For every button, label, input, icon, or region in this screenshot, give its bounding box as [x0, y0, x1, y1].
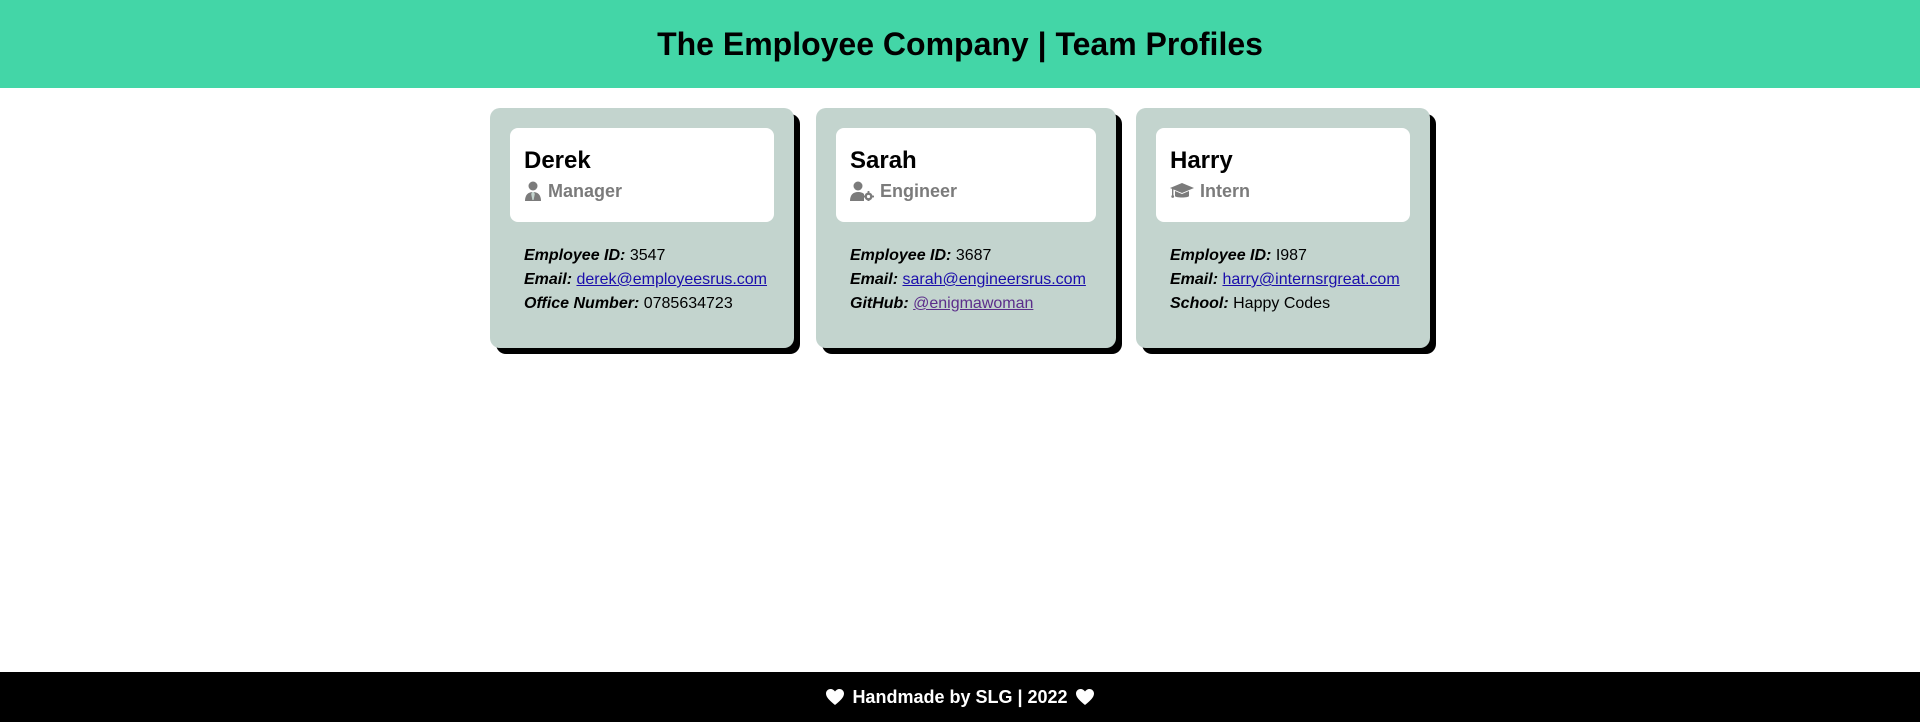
heart-icon — [826, 688, 845, 706]
role-label: Engineer — [880, 181, 958, 201]
page-header: The Employee Company | Team Profiles — [0, 0, 1920, 88]
team-cards: Derek Manager Employee ID: 3547 — [0, 108, 1920, 348]
school-value: Happy Codes — [1233, 295, 1331, 312]
employee-name: Harry — [1170, 147, 1233, 174]
user-tie-icon — [524, 181, 542, 201]
employee-role: Manager — [524, 178, 760, 204]
github-row: GitHub: @enigmawoman — [850, 292, 1106, 316]
role-label: Manager — [548, 181, 623, 201]
employee-role: Engineer — [850, 178, 1082, 204]
employee-id-row: Employee ID: 3687 — [850, 244, 1106, 268]
employee-details: Employee ID: I987 Email: harry@internsrg… — [1170, 244, 1420, 316]
employee-details: Employee ID: 3547 Email: derek@employees… — [524, 244, 784, 316]
field-label: Employee ID: — [524, 247, 626, 264]
github-link[interactable]: @enigmawoman — [913, 295, 1034, 312]
field-label: School: — [1170, 295, 1229, 312]
field-label: Email: — [524, 271, 573, 288]
card-header: Sarah Enginee — [836, 128, 1096, 222]
employee-id-value: I987 — [1275, 247, 1307, 264]
employee-role: Intern — [1170, 178, 1396, 204]
email-link[interactable]: harry@internsrgreat.com — [1222, 271, 1400, 288]
email-link[interactable]: sarah@engineersrus.com — [902, 271, 1086, 288]
employee-card-sarah: Sarah Enginee — [816, 108, 1116, 348]
employee-id-value: 3547 — [629, 247, 666, 264]
footer-text: Handmade by SLG | 2022 — [852, 686, 1068, 707]
field-label: Email: — [850, 271, 899, 288]
field-label: Office Number: — [524, 295, 640, 312]
field-label: Employee ID: — [850, 247, 952, 264]
graduation-cap-icon — [1170, 182, 1194, 200]
email-row: Email: harry@internsrgreat.com — [1170, 268, 1420, 292]
employee-details: Employee ID: 3687 Email: sarah@engineers… — [850, 244, 1106, 316]
school-row: School: Happy Codes — [1170, 292, 1420, 316]
field-label: GitHub: — [850, 295, 909, 312]
page-footer: Handmade by SLG | 2022 — [0, 672, 1920, 722]
field-label: Employee ID: — [1170, 247, 1272, 264]
heart-icon — [1075, 688, 1094, 706]
card-header: Harry Intern — [1156, 128, 1410, 222]
user-gear-icon — [850, 181, 874, 201]
employee-id-row: Employee ID: 3547 — [524, 244, 784, 268]
field-label: Email: — [1170, 271, 1219, 288]
card-header: Derek Manager — [510, 128, 774, 222]
email-row: Email: derek@employeesrus.com — [524, 268, 784, 292]
employee-name: Derek — [524, 147, 591, 174]
employee-name: Sarah — [850, 147, 917, 174]
page-title: The Employee Company | Team Profiles — [657, 25, 1263, 62]
employee-card-derek: Derek Manager Employee ID: 3547 — [490, 108, 794, 348]
office-number-row: Office Number: 0785634723 — [524, 292, 784, 316]
office-number-value: 0785634723 — [643, 295, 733, 312]
employee-id-value: 3687 — [955, 247, 992, 264]
employee-card-harry: Harry Intern Employee ID: — [1136, 108, 1430, 348]
employee-id-row: Employee ID: I987 — [1170, 244, 1420, 268]
email-link[interactable]: derek@employeesrus.com — [576, 271, 768, 288]
role-label: Intern — [1200, 181, 1251, 201]
email-row: Email: sarah@engineersrus.com — [850, 268, 1106, 292]
